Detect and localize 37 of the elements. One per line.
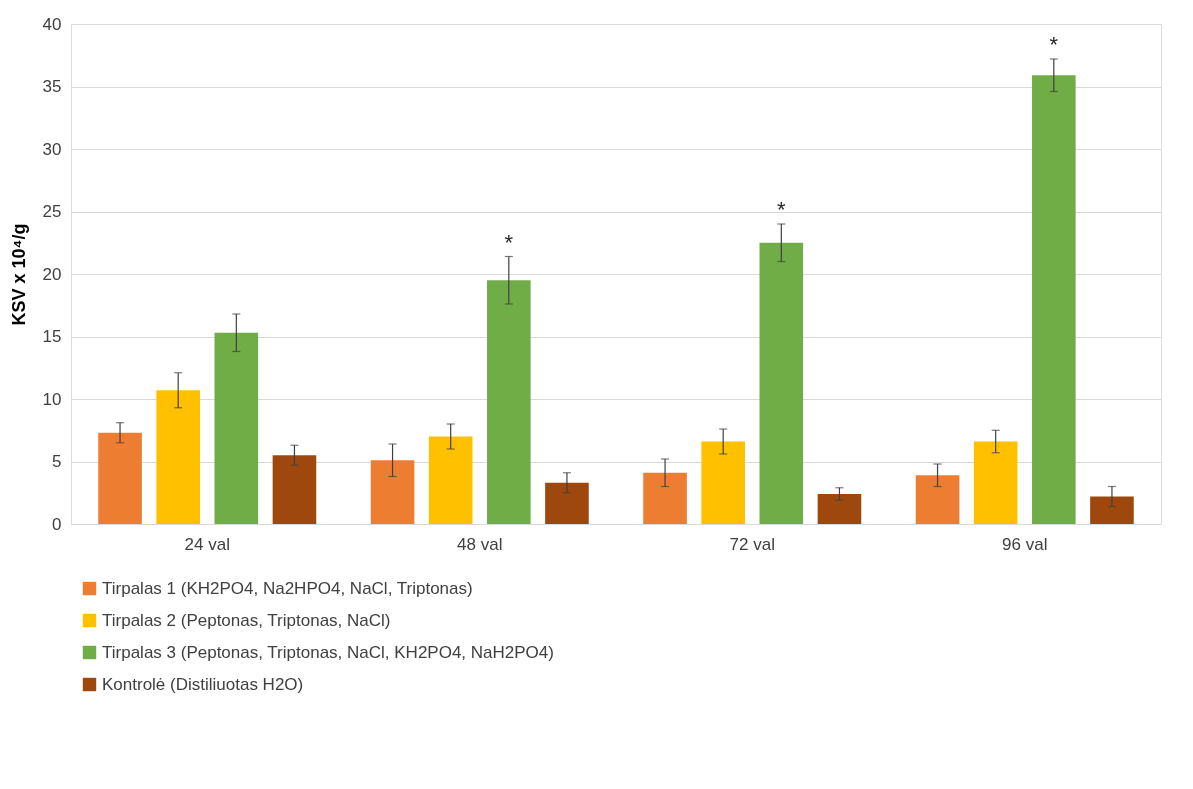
bar [817,494,862,524]
annotation: * [1049,32,1059,57]
bar [156,390,200,524]
legend-label: Kontrolė (Distiliuotas H2O) [102,674,304,694]
bar [487,280,531,524]
y-tick-label: 15 [42,327,62,346]
bar [214,332,259,524]
annotation: * [504,229,514,255]
bar [545,482,589,524]
y-tick-label: 30 [42,139,62,159]
x-tick-label: 48 val [457,534,503,554]
legend-label: Tirpalas 1 (KH2PO4, Na2HPO4, NaCl, Triptonas) [102,578,473,598]
bar [1032,75,1076,524]
y-tick-label: 35 [42,77,62,96]
legend-label: Tirpalas 2 (Peptonas, Triptonas, NaCl) [102,610,391,630]
x-tick-label: 96 val [1002,534,1048,554]
bar [701,441,745,524]
y-tick-label: 25 [42,202,62,221]
y-tick-label: 10 [42,389,62,409]
bar [272,455,317,524]
x-tick-label: 24 val [184,534,230,554]
bar [428,436,473,524]
y-tick-label: 40 [42,14,62,34]
bar [1090,496,1134,524]
y-tick-label: 0 [52,514,62,534]
legend-label: Tirpalas 3 (Peptonas, Triptonas, NaCl, KH2PO4, NaH2PO4) [102,642,554,662]
bar [915,475,960,524]
bar [973,441,1018,524]
bar [759,242,804,524]
bar [98,432,142,524]
annotation: * [777,197,787,222]
bar [370,460,415,524]
x-tick-label: 72 val [729,534,775,554]
bar [643,472,687,524]
y-tick-label: 20 [42,264,62,284]
y-axis-title: KSV x 10⁴/g [8,223,29,326]
y-tick-label: 5 [52,452,62,471]
